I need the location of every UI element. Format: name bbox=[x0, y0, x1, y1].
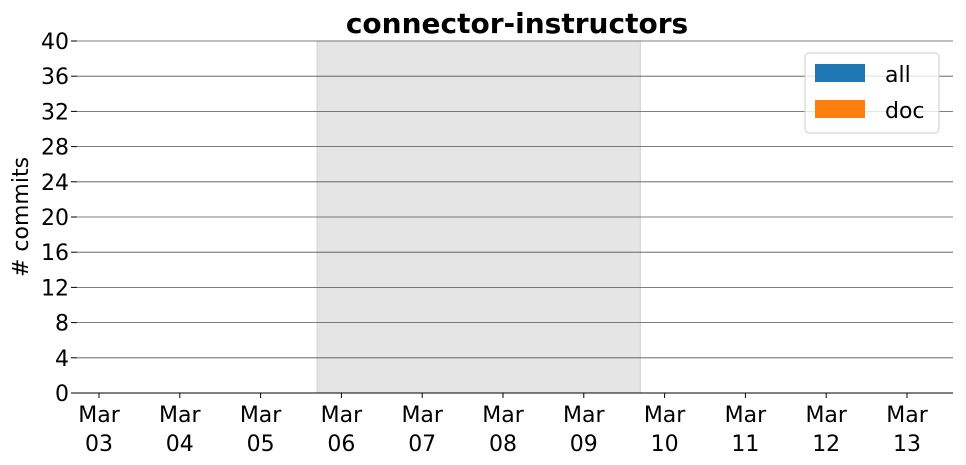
x-tick-label-day: 13 bbox=[893, 432, 921, 457]
y-tick-label: 8 bbox=[55, 312, 69, 337]
x-tick-label-month: Mar bbox=[563, 403, 605, 428]
x-tick-label-day: 11 bbox=[731, 432, 759, 457]
x-tick-label-month: Mar bbox=[401, 403, 443, 428]
legend-label-doc: doc bbox=[885, 99, 925, 124]
x-tick-label-month: Mar bbox=[482, 403, 524, 428]
gridlines bbox=[77, 40, 953, 394]
x-tick-label-month: Mar bbox=[240, 403, 282, 428]
x-tick-label-day: 12 bbox=[812, 432, 840, 457]
y-tick-label: 40 bbox=[41, 30, 69, 55]
x-tick-label-day: 05 bbox=[247, 432, 275, 457]
x-tick-label-day: 08 bbox=[489, 432, 517, 457]
x-tick-label-month: Mar bbox=[644, 403, 686, 428]
x-tick-label-day: 07 bbox=[408, 432, 436, 457]
x-tick-label-day: 04 bbox=[166, 432, 194, 457]
x-tick-label-day: 03 bbox=[85, 432, 113, 457]
legend-swatch-doc bbox=[815, 100, 865, 118]
x-tick-label-month: Mar bbox=[886, 403, 928, 428]
y-tick-label: 0 bbox=[55, 382, 69, 407]
y-tick-label: 20 bbox=[41, 206, 69, 231]
legend: all doc bbox=[804, 52, 940, 134]
x-tick-label-day: 09 bbox=[570, 432, 598, 457]
y-tick-label: 36 bbox=[41, 65, 69, 90]
y-tick-label: 12 bbox=[41, 276, 69, 301]
y-axis-label: # commits bbox=[9, 157, 34, 277]
x-tick-label-month: Mar bbox=[159, 403, 201, 428]
y-ticks: 0 4 8 12 16 20 24 28 32 36 40 bbox=[41, 30, 77, 407]
y-tick-label: 4 bbox=[55, 347, 69, 372]
y-tick-label: 16 bbox=[41, 241, 69, 266]
x-tick-label-month: Mar bbox=[725, 403, 767, 428]
legend-label-all: all bbox=[885, 63, 911, 88]
y-tick-label: 28 bbox=[41, 136, 69, 161]
x-tick-label-month: Mar bbox=[805, 403, 847, 428]
x-tick-label-day: 10 bbox=[651, 432, 679, 457]
chart-title: connector-instructors bbox=[346, 7, 688, 40]
x-tick-label-month: Mar bbox=[321, 403, 363, 428]
legend-swatch-all bbox=[815, 64, 865, 82]
y-tick-label: 32 bbox=[41, 100, 69, 125]
x-ticks: Mar 03 Mar 04 Mar 05 Mar 06 Mar 07 Mar 08 Mar 09 Mar 10… bbox=[78, 393, 929, 457]
x-tick-label-month: Mar bbox=[78, 403, 120, 428]
x-tick-label-day: 06 bbox=[327, 432, 355, 457]
y-tick-label: 24 bbox=[41, 171, 69, 196]
